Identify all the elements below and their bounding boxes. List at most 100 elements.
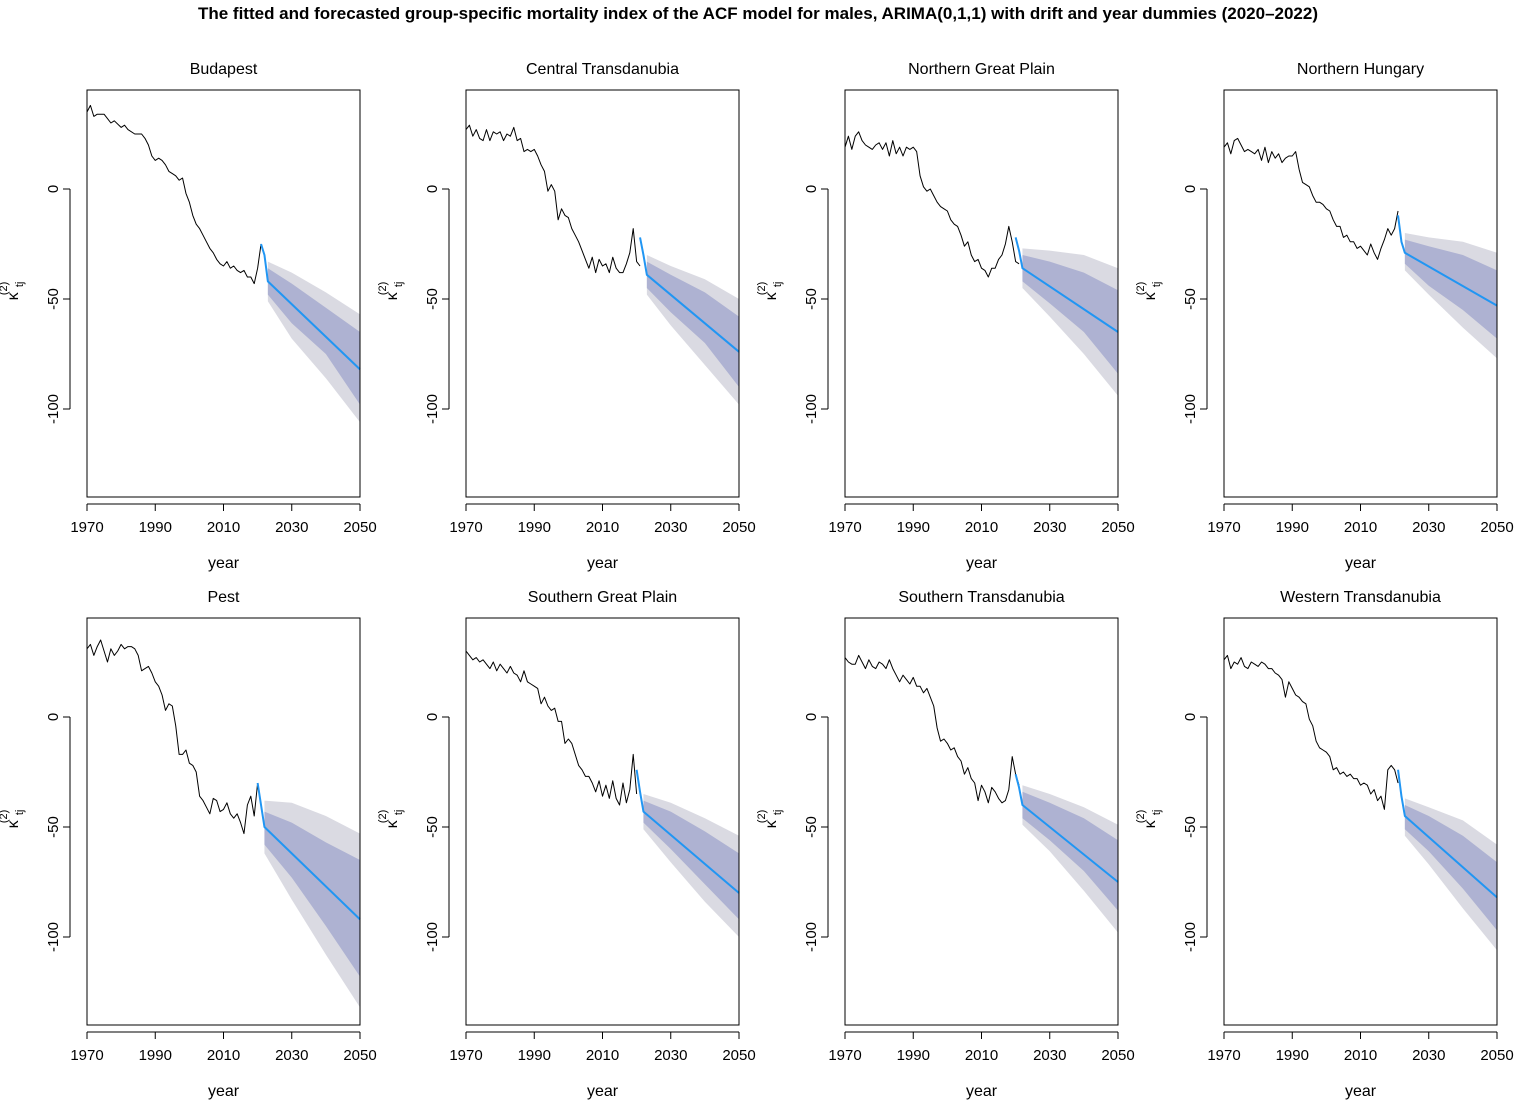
fitted-line xyxy=(465,650,638,806)
y-label-superscript: (2) xyxy=(1135,810,1147,823)
x-tick-label: 1970 xyxy=(1207,1047,1240,1064)
y-label-subscript: tj xyxy=(14,282,26,288)
y-axis-label: κ(2) tj xyxy=(756,282,784,301)
y-label-symbol: κ xyxy=(763,291,780,300)
x-tick-label: 1990 xyxy=(518,1047,551,1064)
plot-frame xyxy=(86,89,361,498)
y-tick-label: -100 xyxy=(424,922,441,952)
x-tick-label: 2010 xyxy=(965,1047,998,1064)
panel-chart: Pest 1970 1990 2010 2030 2050 year 0 -50 -100 κ(2)… xyxy=(0,589,377,1100)
x-axis-label: year xyxy=(208,1083,240,1100)
panel-title: Northern Great Plain xyxy=(908,61,1055,78)
plot-frame xyxy=(86,617,361,1026)
y-tick-label: 0 xyxy=(424,185,441,193)
plot-frame xyxy=(1223,617,1498,1026)
y-label-superscript: (2) xyxy=(0,282,10,295)
x-tick-label: 2050 xyxy=(722,1047,755,1064)
y-tick-label: -50 xyxy=(424,288,441,310)
panel-southern-great-plain: Southern Great Plain 1970 1990 2010 2030 2050… xyxy=(377,574,758,1102)
panel-northern-great-plain: Northern Great Plain 1970 1990 2010 2030 2050… xyxy=(756,46,1137,574)
x-tick-label: 2030 xyxy=(654,1047,687,1064)
panel-chart: Southern Transdanubia 1970 1990 2010 2030 205… xyxy=(756,589,1135,1100)
y-label-superscript: (2) xyxy=(756,810,768,823)
y-axis-label: κ(2) tj xyxy=(1135,810,1163,829)
y-label-symbol: κ xyxy=(384,291,401,300)
y-tick-label: -50 xyxy=(1182,288,1199,310)
y-label-subscript: tj xyxy=(772,810,784,816)
panel-chart: Northern Great Plain 1970 1990 2010 2030 2050… xyxy=(756,61,1135,572)
fitted-line xyxy=(86,639,259,835)
x-tick-label: 2010 xyxy=(586,519,619,536)
x-tick-label: 1970 xyxy=(449,1047,482,1064)
prediction-band-80 xyxy=(264,811,360,977)
x-tick-label: 1970 xyxy=(1207,519,1240,536)
plot-frame xyxy=(844,89,1119,498)
x-tick-label: 1990 xyxy=(518,519,551,536)
y-label-symbol: κ xyxy=(5,819,22,828)
y-tick-label: -50 xyxy=(45,288,62,310)
y-tick-label: -50 xyxy=(803,816,820,838)
y-tick-label: -50 xyxy=(803,288,820,310)
y-axis-label: κ(2) tj xyxy=(1135,282,1163,301)
x-tick-label: 2010 xyxy=(207,1047,240,1064)
y-axis-label: κ(2) tj xyxy=(756,810,784,829)
panel-central-transdanubia: Central Transdanubia 1970 1990 2010 2030 2050… xyxy=(377,46,758,574)
x-tick-label: 2050 xyxy=(1101,519,1134,536)
panel-title: Western Transdanubia xyxy=(1280,589,1441,606)
y-tick-label: 0 xyxy=(803,713,820,721)
y-tick-label: -100 xyxy=(45,394,62,424)
y-tick-label: -50 xyxy=(45,816,62,838)
y-axis-label: κ(2) tj xyxy=(0,810,26,829)
y-label-symbol: κ xyxy=(5,291,22,300)
x-tick-label: 2030 xyxy=(1033,1047,1066,1064)
x-axis-label: year xyxy=(1345,1083,1377,1100)
y-label-superscript: (2) xyxy=(1135,282,1147,295)
x-tick-label: 1990 xyxy=(897,1047,930,1064)
forecast-line xyxy=(260,243,361,371)
x-axis-label: year xyxy=(966,555,998,572)
x-tick-label: 1970 xyxy=(828,1047,861,1064)
x-tick-label: 2050 xyxy=(343,519,376,536)
y-tick-label: 0 xyxy=(45,713,62,721)
plot-frame xyxy=(1223,89,1498,498)
x-tick-label: 1990 xyxy=(897,519,930,536)
panel-title: Budapest xyxy=(190,61,258,78)
y-tick-label: -100 xyxy=(424,394,441,424)
x-tick-label: 2050 xyxy=(722,519,755,536)
y-tick-label: -100 xyxy=(1182,394,1199,424)
x-tick-label: 2050 xyxy=(1101,1047,1134,1064)
y-axis-label: κ(2) tj xyxy=(377,810,405,829)
y-tick-label: -100 xyxy=(45,922,62,952)
x-axis-label: year xyxy=(966,1083,998,1100)
prediction-band-80 xyxy=(1022,791,1118,911)
y-tick-label: 0 xyxy=(1182,185,1199,193)
y-label-subscript: tj xyxy=(1151,810,1163,816)
x-tick-label: 2050 xyxy=(1480,1047,1513,1064)
x-tick-label: 2010 xyxy=(965,519,998,536)
forecast-line xyxy=(1397,769,1498,899)
forecast-line xyxy=(635,769,740,894)
y-axis-label: κ(2) tj xyxy=(377,282,405,301)
y-label-superscript: (2) xyxy=(377,282,389,295)
main-title: The fitted and forecasted group-specific… xyxy=(197,4,1319,23)
x-tick-label: 2030 xyxy=(1412,519,1445,536)
prediction-band-80 xyxy=(643,800,739,920)
x-tick-label: 1970 xyxy=(70,1047,103,1064)
panel-chart: Northern Hungary 1970 1990 2010 2030 2050 year… xyxy=(1135,61,1514,572)
x-tick-label: 2050 xyxy=(1480,519,1513,536)
x-tick-label: 1990 xyxy=(139,519,172,536)
forecast-line xyxy=(639,237,740,353)
x-tick-label: 2030 xyxy=(654,519,687,536)
y-tick-label: 0 xyxy=(45,185,62,193)
panel-northern-hungary: Northern Hungary 1970 1990 2010 2030 2050 year… xyxy=(1135,46,1516,574)
panel-chart: Southern Great Plain 1970 1990 2010 2030 2050… xyxy=(377,589,756,1100)
y-label-subscript: tj xyxy=(393,810,405,816)
y-label-subscript: tj xyxy=(1151,282,1163,288)
panel-western-transdanubia: Western Transdanubia 1970 1990 2010 2030 2050… xyxy=(1135,574,1516,1102)
x-tick-label: 2030 xyxy=(1412,1047,1445,1064)
y-label-subscript: tj xyxy=(772,282,784,288)
y-tick-label: -50 xyxy=(424,816,441,838)
panel-title: Northern Hungary xyxy=(1297,61,1424,78)
prediction-band-80 xyxy=(1404,239,1497,339)
